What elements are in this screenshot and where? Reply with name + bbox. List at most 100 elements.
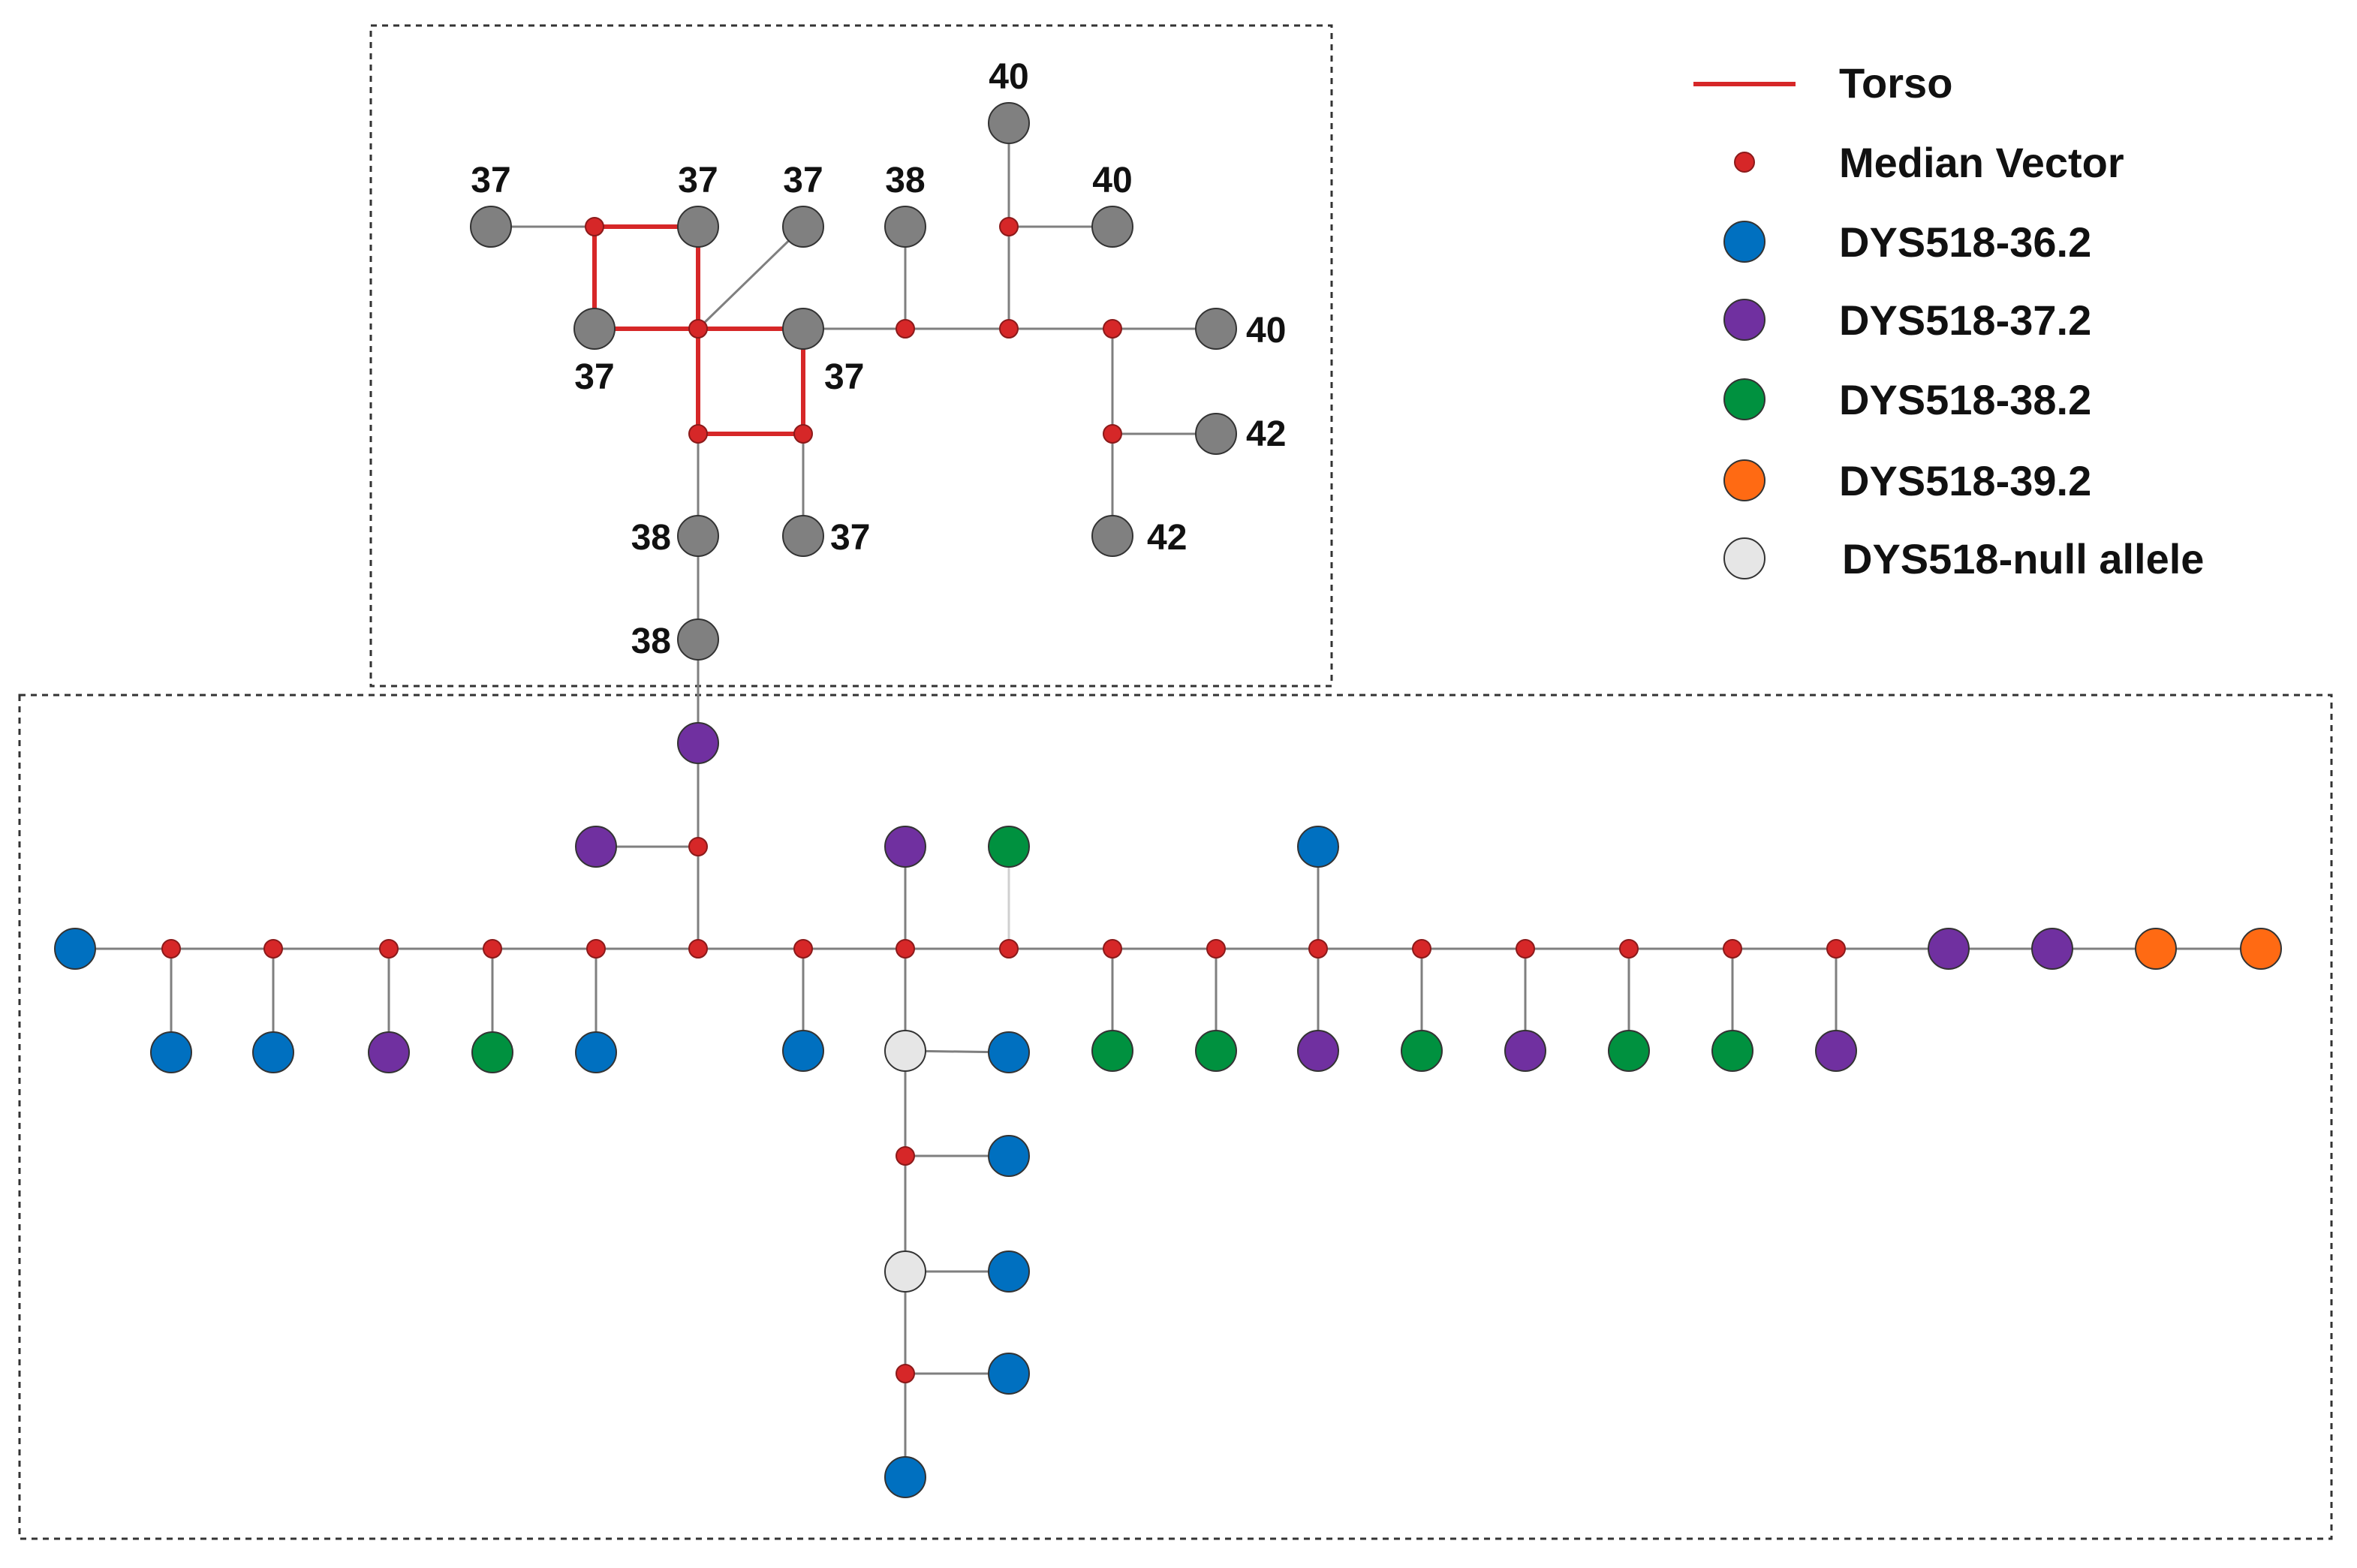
median-vector-node bbox=[1826, 939, 1846, 959]
median-vector-node bbox=[1103, 939, 1122, 959]
blue-haplotype-node bbox=[1297, 826, 1339, 868]
legend-orange-label: DYS518-39.2 bbox=[1839, 457, 2091, 504]
green-haplotype-node bbox=[471, 1031, 513, 1073]
legend-torso-label: Torso bbox=[1839, 59, 1952, 107]
legend-blue-label: DYS518-36.2 bbox=[1839, 218, 2091, 266]
purple-haplotype-node bbox=[884, 826, 926, 868]
purple-haplotype-node bbox=[1815, 1030, 1857, 1072]
legend-orange-swatch bbox=[1723, 459, 1765, 501]
median-vector-node bbox=[379, 939, 399, 959]
legend-median-vector-swatch bbox=[1734, 152, 1755, 173]
median-vector-node bbox=[161, 939, 181, 959]
grey-node-haplotype-node bbox=[573, 308, 616, 350]
allele-label: 37 bbox=[783, 161, 823, 200]
blue-haplotype-node bbox=[54, 928, 96, 970]
median-vector-node bbox=[896, 1146, 915, 1166]
green-haplotype-node bbox=[1608, 1030, 1650, 1072]
median-vector-node bbox=[1206, 939, 1226, 959]
allele-label: 40 bbox=[1246, 311, 1286, 351]
grey-node-haplotype-node bbox=[677, 515, 719, 557]
allele-label: 37 bbox=[471, 161, 510, 200]
allele-label: 38 bbox=[631, 621, 671, 661]
blue-haplotype-node bbox=[252, 1031, 294, 1073]
edge bbox=[697, 225, 805, 330]
upper-group-box bbox=[369, 24, 1333, 688]
green-haplotype-node bbox=[988, 826, 1030, 868]
grey-node-haplotype-node bbox=[884, 206, 926, 248]
allele-label: 37 bbox=[574, 357, 614, 397]
median-vector-node bbox=[1103, 424, 1122, 444]
median-vector-node bbox=[1103, 319, 1122, 339]
blue-haplotype-node bbox=[988, 1031, 1030, 1073]
null-haplotype-node bbox=[884, 1030, 926, 1072]
allele-label: 37 bbox=[830, 518, 870, 558]
median-vector-node bbox=[483, 939, 502, 959]
median-vector-node bbox=[688, 837, 708, 856]
green-haplotype-node bbox=[1711, 1030, 1753, 1072]
purple-haplotype-node bbox=[1928, 928, 1970, 970]
median-vector-node bbox=[999, 217, 1019, 236]
purple-haplotype-node bbox=[368, 1031, 410, 1073]
grey-node-haplotype-node bbox=[677, 206, 719, 248]
blue-haplotype-node bbox=[988, 1135, 1030, 1177]
median-vector-node bbox=[793, 939, 813, 959]
grey-node-haplotype-node bbox=[470, 206, 512, 248]
purple-haplotype-node bbox=[575, 826, 617, 868]
nodes-layer bbox=[54, 102, 2282, 1498]
grey-node-haplotype-node bbox=[988, 102, 1030, 144]
allele-label: 38 bbox=[885, 161, 925, 200]
blue-haplotype-node bbox=[575, 1031, 617, 1073]
allele-label: 38 bbox=[631, 518, 671, 558]
median-vector-node bbox=[896, 1364, 915, 1383]
grey-node-haplotype-node bbox=[1195, 413, 1237, 455]
lower-group-box bbox=[18, 694, 2333, 1540]
orange-haplotype-node bbox=[2240, 928, 2282, 970]
legend-null-label: DYS518-null allele bbox=[1842, 535, 2204, 582]
allele-label: 37 bbox=[824, 357, 864, 397]
purple-haplotype-node bbox=[2031, 928, 2073, 970]
purple-haplotype-node bbox=[1504, 1030, 1546, 1072]
allele-label: 42 bbox=[1147, 518, 1187, 558]
grey-node-haplotype-node bbox=[782, 515, 824, 557]
orange-haplotype-node bbox=[2135, 928, 2177, 970]
median-vector-node bbox=[688, 319, 708, 339]
median-vector-node bbox=[793, 424, 813, 444]
grey-node-haplotype-node bbox=[677, 618, 719, 661]
median-vector-node bbox=[896, 319, 915, 339]
allele-label: 40 bbox=[989, 57, 1028, 97]
median-vector-node bbox=[585, 217, 604, 236]
grey-node-haplotype-node bbox=[1091, 515, 1133, 557]
green-haplotype-node bbox=[1091, 1030, 1133, 1072]
legend-blue-swatch bbox=[1723, 221, 1765, 263]
median-vector-node bbox=[999, 319, 1019, 339]
median-vector-node bbox=[896, 939, 915, 959]
median-vector-node bbox=[1723, 939, 1742, 959]
median-vector-node bbox=[1516, 939, 1535, 959]
green-haplotype-node bbox=[1401, 1030, 1443, 1072]
blue-haplotype-node bbox=[150, 1031, 192, 1073]
legend: Torso Median Vector DYS518-36.2 DYS518-3… bbox=[1693, 59, 2204, 582]
allele-label: 37 bbox=[678, 161, 718, 200]
grey-node-haplotype-node bbox=[782, 308, 824, 350]
null-haplotype-node bbox=[884, 1250, 926, 1293]
median-vector-node bbox=[688, 939, 708, 959]
legend-median-vector-label: Median Vector bbox=[1839, 139, 2124, 186]
allele-label: 42 bbox=[1246, 414, 1286, 454]
legend-purple-label: DYS518-37.2 bbox=[1839, 296, 2091, 344]
legend-green-swatch bbox=[1723, 378, 1765, 420]
grey-node-haplotype-node bbox=[782, 206, 824, 248]
median-vector-node bbox=[263, 939, 283, 959]
allele-label: 40 bbox=[1092, 161, 1132, 200]
grey-node-haplotype-node bbox=[1195, 308, 1237, 350]
median-vector-node bbox=[999, 939, 1019, 959]
blue-haplotype-node bbox=[782, 1030, 824, 1072]
median-vector-node bbox=[1619, 939, 1639, 959]
blue-haplotype-node bbox=[988, 1353, 1030, 1395]
median-vector-node bbox=[586, 939, 606, 959]
median-vector-node bbox=[688, 424, 708, 444]
legend-green-label: DYS518-38.2 bbox=[1839, 376, 2091, 423]
purple-haplotype-node bbox=[677, 722, 719, 764]
grey-node-haplotype-node bbox=[1091, 206, 1133, 248]
purple-haplotype-node bbox=[1297, 1030, 1339, 1072]
